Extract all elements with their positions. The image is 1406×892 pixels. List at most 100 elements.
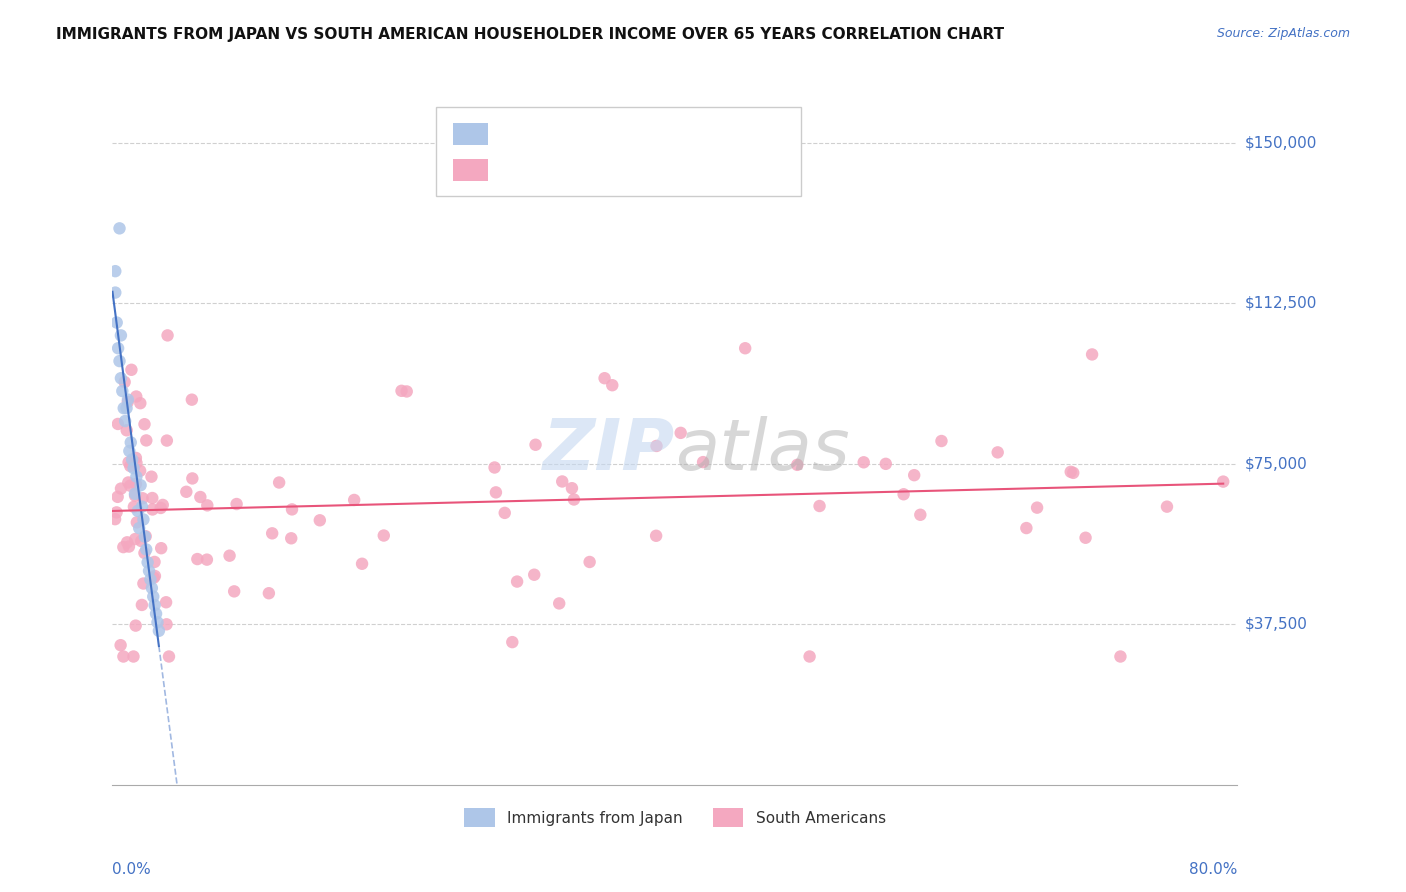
- Point: [107, 490, 129, 504]
- Point: [180, 392, 202, 407]
- Point: [127, 504, 149, 518]
- Point: [593, 371, 616, 385]
- Legend: Immigrants from Japan, South Americans: Immigrants from Japan, South Americans: [458, 802, 891, 833]
- Point: [110, 328, 132, 343]
- Point: [561, 481, 583, 495]
- Text: R =: R =: [498, 156, 537, 174]
- Point: [121, 452, 143, 467]
- Point: [308, 513, 330, 527]
- Text: N=: N=: [599, 120, 650, 138]
- Point: [931, 434, 953, 448]
- Point: [122, 461, 145, 475]
- Point: [129, 534, 152, 549]
- Point: [114, 375, 136, 389]
- Point: [141, 581, 163, 595]
- Point: [125, 469, 148, 483]
- Point: [125, 390, 148, 404]
- Point: [134, 417, 156, 432]
- Point: [734, 341, 756, 355]
- Point: [269, 475, 291, 490]
- Point: [395, 384, 418, 399]
- Point: [108, 354, 131, 368]
- Point: [134, 530, 156, 544]
- Point: [155, 617, 177, 632]
- Point: [122, 649, 145, 664]
- Point: [128, 521, 150, 535]
- Point: [181, 471, 204, 485]
- Point: [156, 328, 179, 343]
- Point: [548, 596, 571, 610]
- Point: [141, 491, 163, 505]
- Point: [112, 649, 135, 664]
- Point: [110, 371, 132, 385]
- Text: IMMIGRANTS FROM JAPAN VS SOUTH AMERICAN HOUSEHOLDER INCOME OVER 65 YEARS CORRELA: IMMIGRANTS FROM JAPAN VS SOUTH AMERICAN …: [56, 27, 1004, 42]
- Point: [1015, 521, 1038, 535]
- Point: [124, 487, 146, 501]
- Point: [391, 384, 413, 398]
- Point: [257, 586, 280, 600]
- Point: [484, 460, 506, 475]
- Point: [129, 464, 152, 478]
- Point: [852, 455, 875, 469]
- Text: 0.0%: 0.0%: [112, 862, 152, 877]
- Point: [1074, 531, 1097, 545]
- Point: [600, 378, 623, 392]
- Point: [115, 423, 138, 437]
- Text: -0.338: -0.338: [533, 120, 593, 138]
- Point: [142, 590, 165, 604]
- Point: [373, 528, 395, 542]
- Point: [105, 505, 128, 519]
- Point: [118, 540, 141, 554]
- Point: [108, 221, 131, 235]
- Text: $75,000: $75,000: [1244, 457, 1308, 471]
- Point: [143, 598, 166, 612]
- Point: [124, 532, 146, 546]
- Point: [645, 529, 668, 543]
- Point: [578, 555, 600, 569]
- Point: [225, 497, 247, 511]
- Point: [104, 512, 127, 526]
- Text: R =: R =: [498, 120, 537, 138]
- Point: [152, 498, 174, 512]
- Point: [1156, 500, 1178, 514]
- Point: [343, 492, 366, 507]
- Point: [195, 499, 218, 513]
- Point: [112, 540, 135, 554]
- Point: [120, 458, 142, 473]
- Point: [150, 541, 173, 556]
- Point: [562, 492, 585, 507]
- Point: [118, 444, 141, 458]
- Point: [551, 475, 574, 489]
- Point: [107, 417, 129, 431]
- Point: [117, 392, 139, 407]
- Point: [176, 484, 198, 499]
- Point: [218, 549, 240, 563]
- Point: [120, 363, 142, 377]
- Point: [1060, 465, 1083, 479]
- Point: [117, 395, 139, 409]
- Point: [132, 512, 155, 526]
- Text: 35: 35: [645, 120, 665, 138]
- Point: [125, 456, 148, 470]
- Point: [122, 500, 145, 514]
- Point: [141, 469, 163, 483]
- Point: [129, 478, 152, 492]
- Point: [135, 529, 157, 543]
- Point: [987, 445, 1010, 459]
- Point: [145, 607, 167, 621]
- Text: $150,000: $150,000: [1244, 136, 1316, 150]
- Point: [115, 401, 138, 416]
- Point: [195, 552, 218, 566]
- Point: [692, 455, 714, 469]
- Point: [224, 584, 246, 599]
- Point: [131, 598, 153, 612]
- Point: [645, 439, 668, 453]
- Point: [120, 435, 142, 450]
- Text: N=: N=: [599, 156, 650, 174]
- Point: [485, 485, 508, 500]
- Point: [120, 479, 142, 493]
- Point: [125, 450, 148, 465]
- Point: [1081, 347, 1104, 361]
- Point: [1109, 649, 1132, 664]
- Point: [129, 396, 152, 410]
